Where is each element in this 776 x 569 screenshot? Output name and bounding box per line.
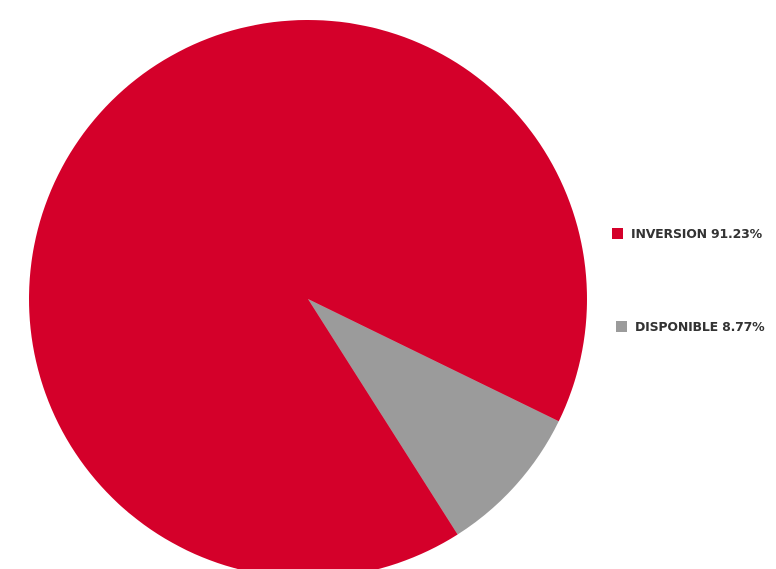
legend-label-disponible: DISPONIBLE 8.77%: [635, 319, 765, 334]
legend-label-inversion: INVERSION 91.23%: [631, 226, 762, 241]
legend-item-disponible: DISPONIBLE 8.77%: [616, 319, 765, 334]
legend-swatch-inversion: [612, 228, 623, 239]
pie-slice-inversion: [29, 20, 587, 569]
pie-slice-disponible: [308, 299, 559, 535]
pie-slices-group: [29, 20, 587, 569]
legend-swatch-disponible: [616, 321, 627, 332]
legend-item-inversion: INVERSION 91.23%: [612, 226, 762, 241]
